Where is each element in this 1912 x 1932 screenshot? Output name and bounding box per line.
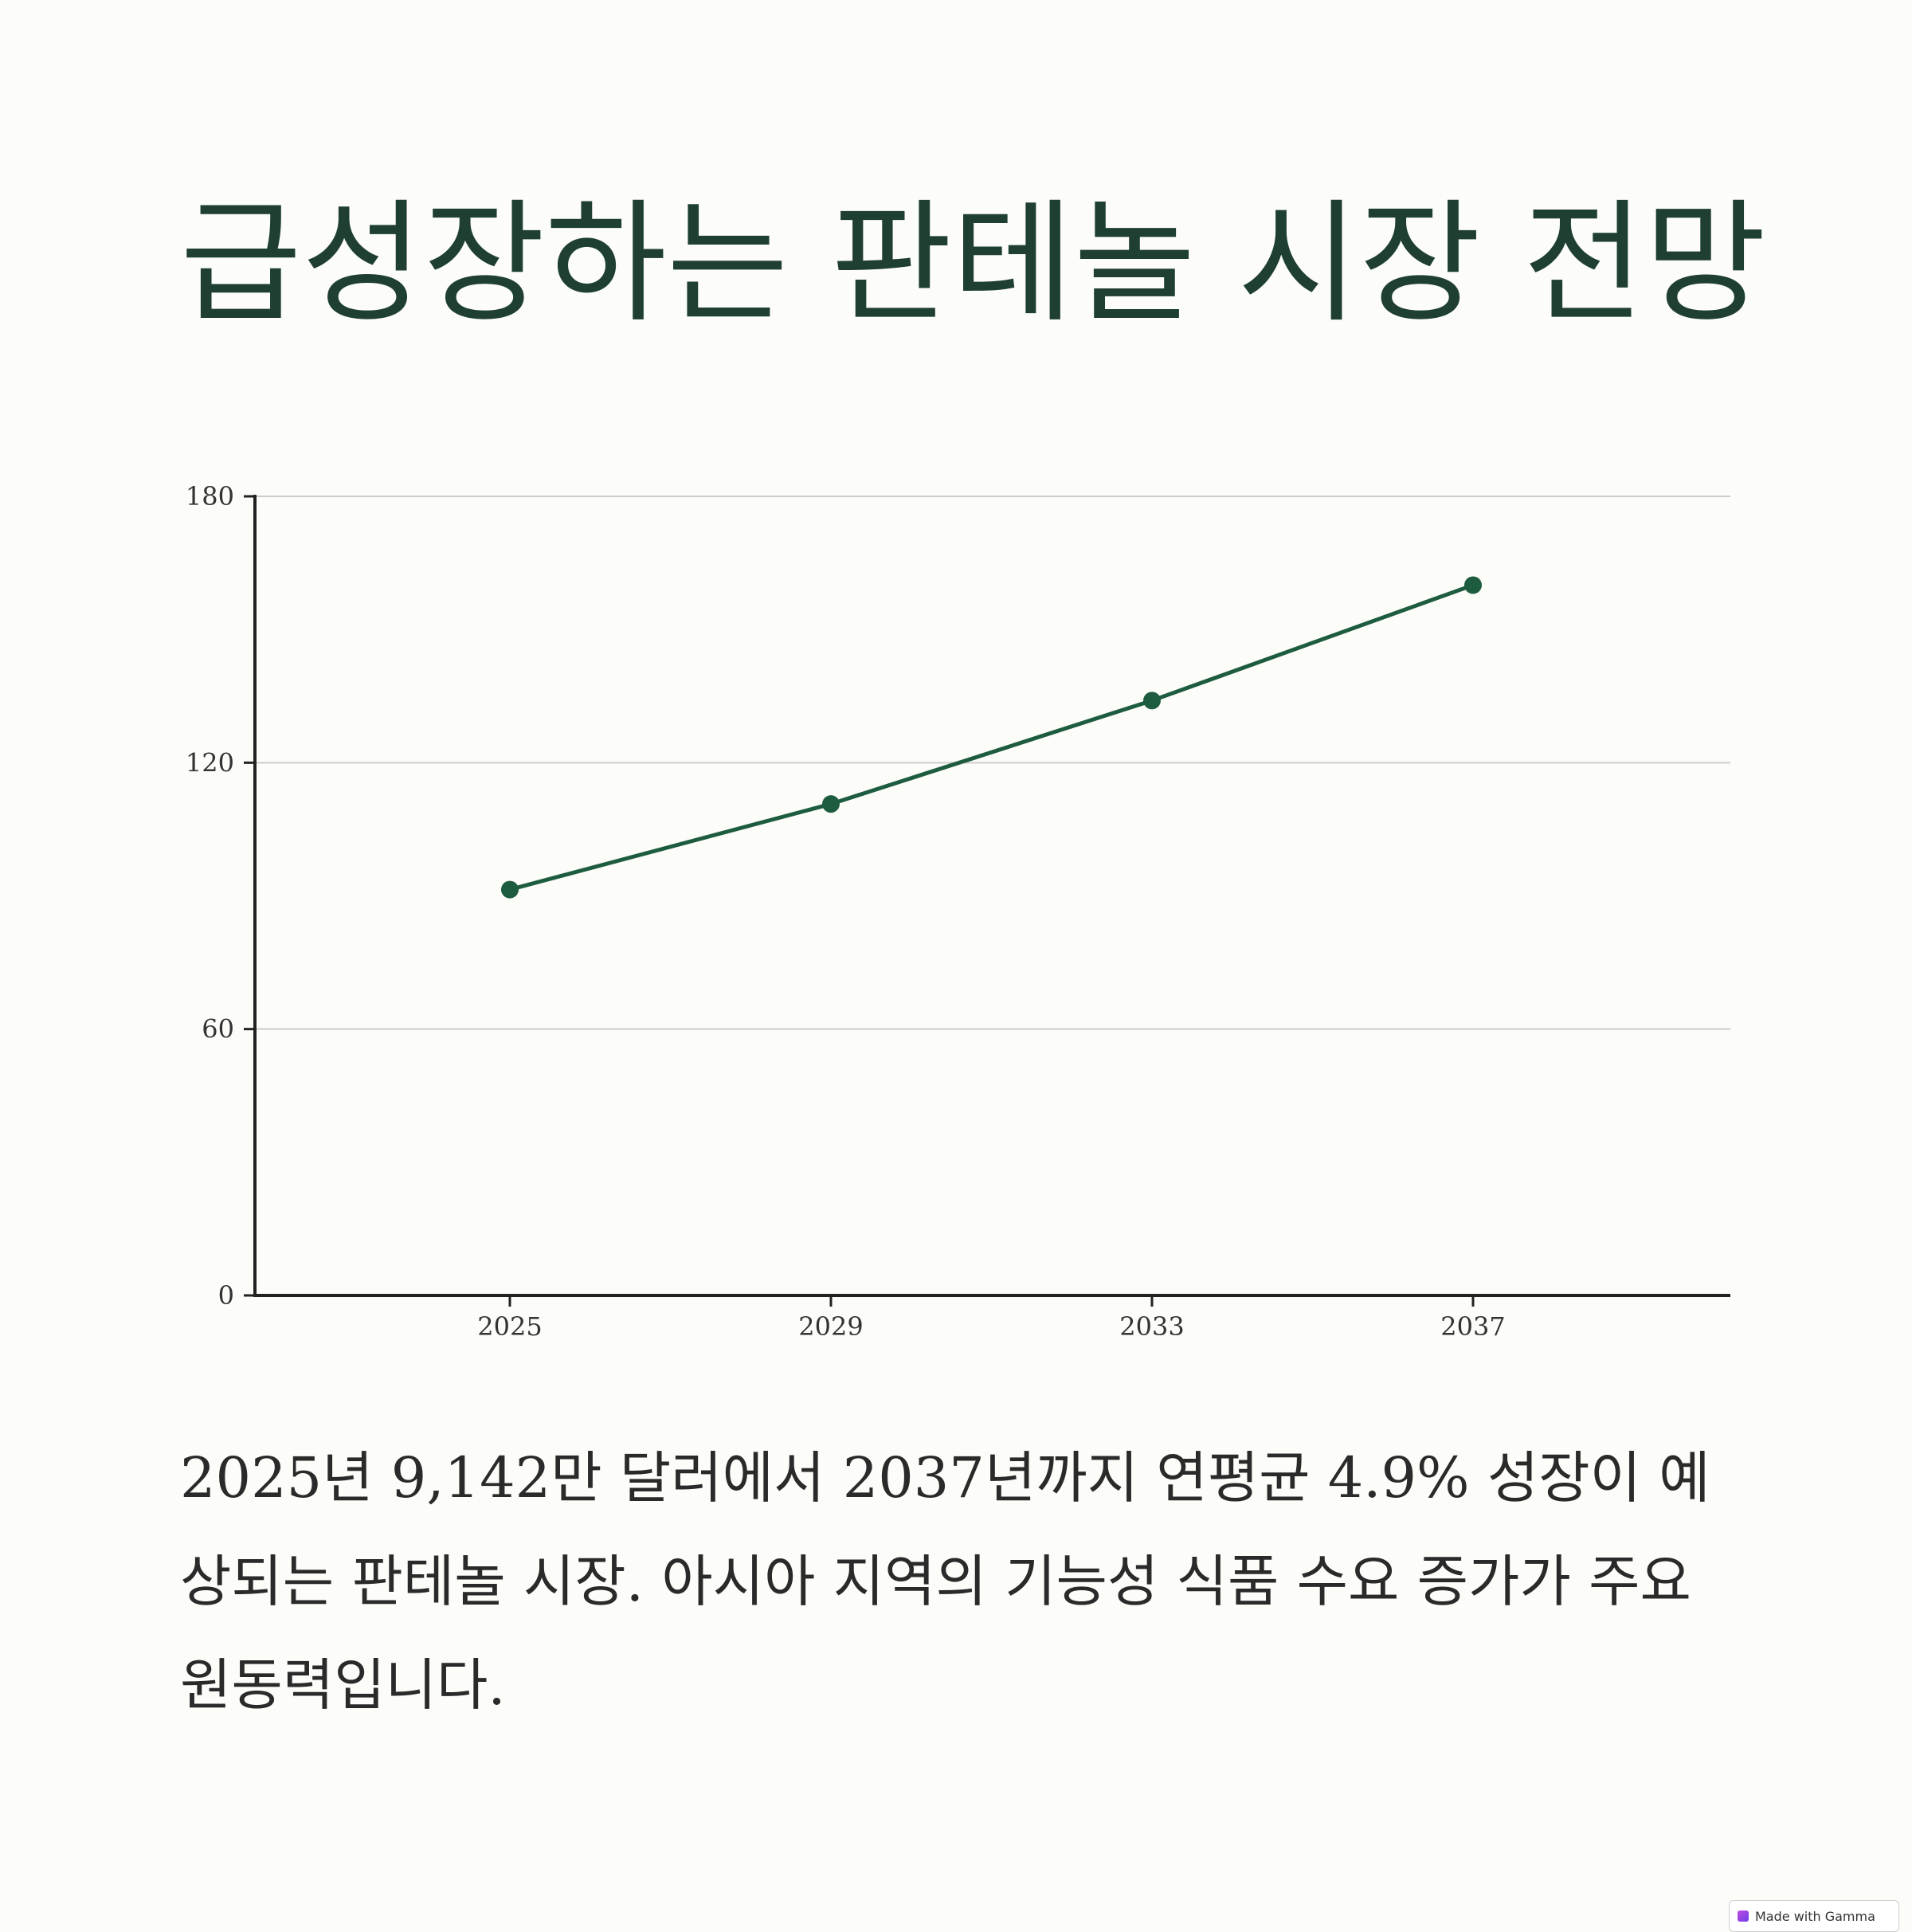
x-tick-label: 2033 — [1119, 1311, 1184, 1342]
description-text: 2025년 9,142만 달러에서 2037년까지 연평균 4.9% 성장이 예… — [180, 1445, 1710, 1718]
x-axis-ticks: 2025 2029 2033 2037 — [477, 1295, 1506, 1342]
y-tick-label: 0 — [218, 1280, 234, 1311]
series-line-0 — [507, 582, 1475, 892]
badge-label: Made with Gamma — [1755, 1908, 1875, 1924]
x-tick-label: 2025 — [477, 1311, 542, 1342]
y-tick-label: 60 — [202, 1014, 234, 1044]
data-point-2033 — [1143, 692, 1161, 710]
made-with-gamma-badge[interactable]: Made with Gamma — [1729, 1900, 1899, 1932]
y-axis-ticks: 0 60 120 180 — [186, 481, 255, 1311]
data-point-2029 — [822, 795, 840, 813]
y-tick-label: 180 — [186, 481, 234, 511]
chart-axes — [253, 495, 1730, 1297]
chart-series — [501, 576, 1482, 899]
line-chart: 0 60 120 180 2025 2029 2033 2037 — [186, 481, 1730, 1342]
x-tick-label: 2037 — [1440, 1311, 1505, 1342]
x-tick-label: 2029 — [798, 1311, 863, 1342]
data-point-2025 — [501, 880, 519, 899]
gamma-logo-icon — [1738, 1910, 1749, 1922]
data-point-2037 — [1464, 576, 1482, 594]
y-tick-label: 120 — [186, 747, 234, 778]
chart-grid — [255, 496, 1730, 1030]
page-title: 급성장하는 판테놀 시장 전망 — [180, 187, 1766, 341]
